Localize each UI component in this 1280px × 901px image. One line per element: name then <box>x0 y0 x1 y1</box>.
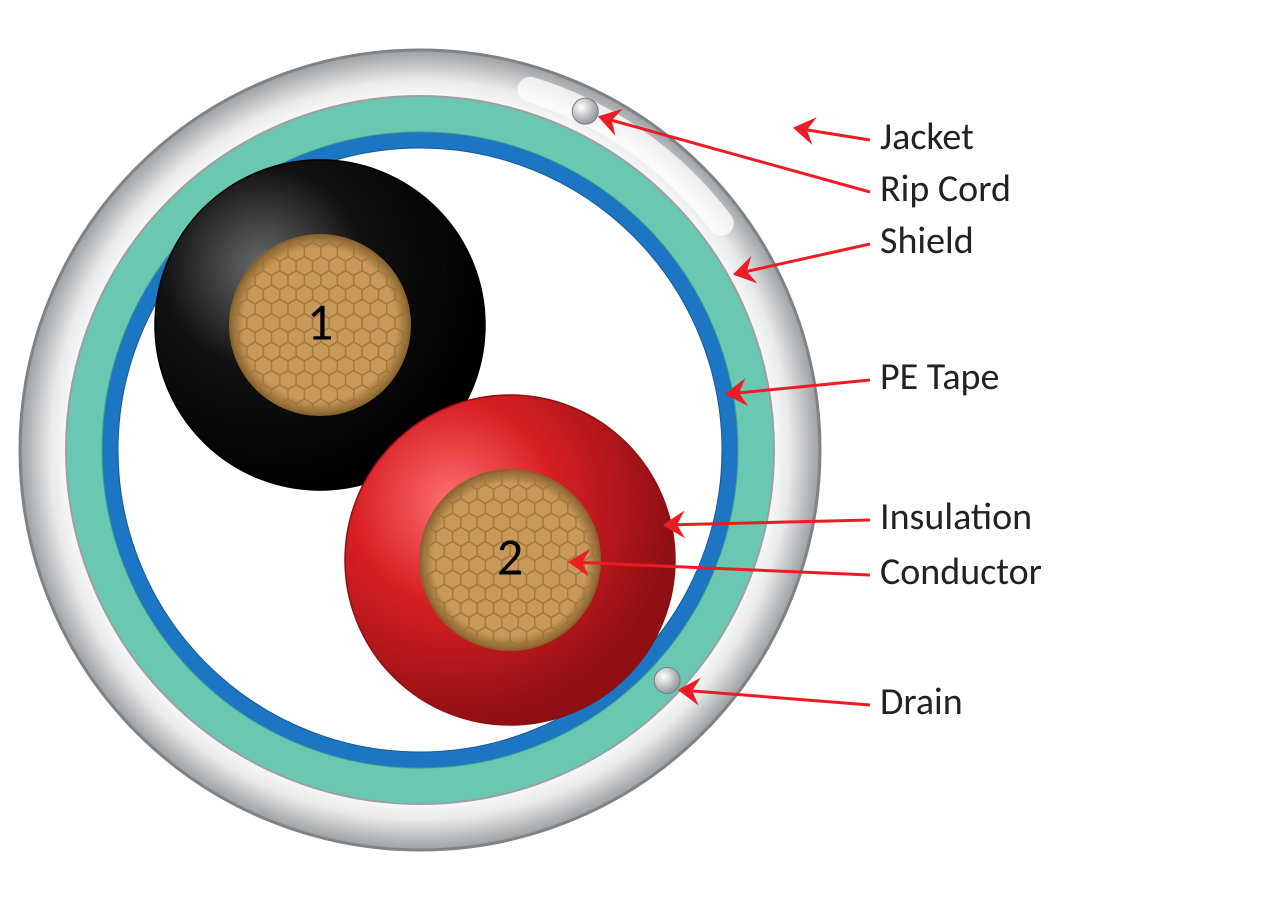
label-drain: Drain <box>880 679 963 725</box>
label-rip_cord: Rip Cord <box>880 166 1011 212</box>
label-pe_tape: PE Tape <box>880 354 999 400</box>
label-insulation: Insulation <box>880 494 1032 540</box>
cable-cross-section-diagram: 1 2 Jacket Rip Cord Shield PE Tape Insulation C… <box>0 0 1280 901</box>
label-jacket: Jacket <box>880 114 974 160</box>
rip-cord <box>572 98 598 124</box>
label-shield: Shield <box>880 218 974 264</box>
drain-wire <box>654 668 680 694</box>
conductor-number-2: 2 <box>497 524 523 588</box>
conductor-number-1: 1 <box>307 289 333 353</box>
leader-jacket <box>795 128 870 140</box>
diagram-svg: 1 2 Jacket Rip Cord Shield PE Tape Insulation C… <box>0 0 1280 901</box>
label-conductor: Conductor <box>880 549 1042 595</box>
